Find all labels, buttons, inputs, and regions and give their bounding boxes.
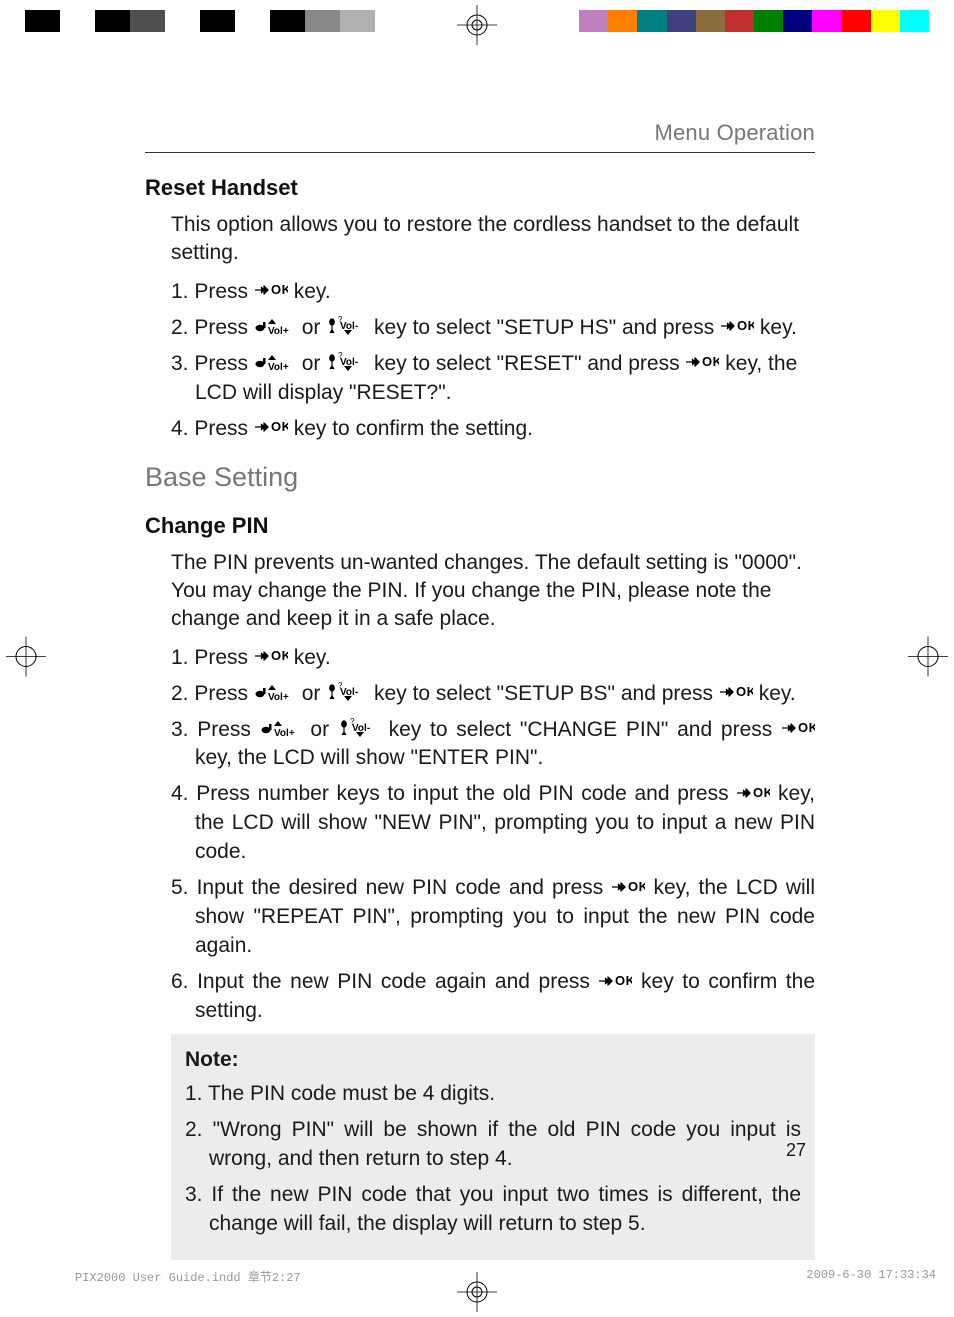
ok-key-icon: OK: [254, 280, 288, 300]
svg-text:OK: OK: [628, 879, 645, 894]
note-box: Note: 1. The PIN code must be 4 digits. 2…: [171, 1034, 815, 1260]
section-change-pin: The PIN prevents un-wanted changes. The …: [145, 549, 815, 1261]
svg-text:OK: OK: [736, 684, 753, 699]
note-item: 2. "Wrong PIN" will be shown if the old …: [185, 1116, 801, 1174]
svg-text:OK: OK: [271, 648, 288, 663]
step-item: 3. Press Vol+ or ?Vol- key to select "RE…: [171, 350, 815, 408]
svg-text:OK: OK: [271, 419, 288, 434]
crop-marks-top: [0, 10, 954, 40]
color-swatch: [783, 10, 812, 32]
color-bar-right: [579, 10, 929, 32]
note-item: 1. The PIN code must be 4 digits.: [185, 1080, 801, 1109]
color-swatch: [637, 10, 666, 32]
ok-key-icon: OK: [736, 783, 770, 803]
step-item: 2. Press Vol+ or ?Vol- key to select "SE…: [171, 314, 815, 343]
color-swatch: [130, 10, 165, 32]
svg-text:OK: OK: [615, 973, 632, 988]
step-item: 1. Press OK key.: [171, 644, 815, 673]
color-swatch: [812, 10, 841, 32]
ok-key-icon: OK: [781, 718, 815, 738]
color-swatch: [725, 10, 754, 32]
intro-reset-handset: This option allows you to restore the co…: [171, 211, 815, 268]
svg-text:OK: OK: [702, 354, 719, 369]
ok-key-icon: OK: [611, 877, 645, 897]
vol-down-key-icon: ?Vol-: [326, 682, 368, 702]
ok-key-icon: OK: [254, 417, 288, 437]
step-item: 1. Press OK key.: [171, 278, 815, 307]
step-item: 2. Press Vol+ or ?Vol- key to select "SE…: [171, 680, 815, 709]
svg-text:Vol+: Vol+: [268, 326, 289, 336]
step-item: 4. Press number keys to input the old PI…: [171, 780, 815, 867]
note-items: 1. The PIN code must be 4 digits. 2. "Wro…: [185, 1080, 801, 1239]
note-item: 3. If the new PIN code that you input tw…: [185, 1181, 801, 1239]
color-swatch: [165, 10, 200, 32]
color-swatch: [608, 10, 637, 32]
color-swatch: [754, 10, 783, 32]
steps-change-pin: 1. Press OK key. 2. Press Vol+ or ?Vol- k…: [171, 644, 815, 1027]
color-swatch: [579, 10, 608, 32]
color-swatch: [842, 10, 871, 32]
svg-text:OK: OK: [737, 318, 754, 333]
vol-down-key-icon: ?Vol-: [326, 352, 368, 372]
color-bar-left: [25, 10, 375, 32]
color-swatch: [871, 10, 900, 32]
page-header: Menu Operation: [145, 120, 815, 153]
ok-key-icon: OK: [720, 316, 754, 336]
color-swatch: [900, 10, 929, 32]
registration-mark-icon: [457, 5, 497, 45]
step-item: 5. Input the desired new PIN code and pr…: [171, 874, 815, 961]
color-swatch: [200, 10, 235, 32]
step-item: 4. Press OK key to confirm the setting.: [171, 415, 815, 444]
registration-mark-left-icon: [6, 636, 46, 681]
ok-key-icon: OK: [598, 971, 632, 991]
svg-text:OK: OK: [271, 282, 288, 297]
heading-reset-handset: Reset Handset: [145, 175, 815, 201]
ok-key-icon: OK: [685, 352, 719, 372]
color-swatch: [235, 10, 270, 32]
registration-mark-right-icon: [908, 636, 948, 681]
color-swatch: [305, 10, 340, 32]
color-swatch: [95, 10, 130, 32]
color-swatch: [270, 10, 305, 32]
svg-text:Vol+: Vol+: [268, 362, 289, 372]
svg-text:OK: OK: [798, 720, 815, 735]
footer-left: PIX2000 User Guide.indd 章节2:27: [75, 1268, 301, 1285]
color-swatch: [667, 10, 696, 32]
heading-base-setting: Base Setting: [145, 462, 815, 493]
intro-change-pin: The PIN prevents un-wanted changes. The …: [171, 549, 815, 634]
footer-meta: PIX2000 User Guide.indd 章节2:27 2009-6-30…: [75, 1268, 936, 1285]
note-title: Note:: [185, 1048, 801, 1072]
vol-up-key-icon: Vol+: [254, 682, 296, 702]
svg-text:Vol+: Vol+: [274, 728, 295, 738]
color-swatch: [696, 10, 725, 32]
vol-up-key-icon: Vol+: [260, 718, 302, 738]
step-item: 3. Press Vol+ or ?Vol- key to select "CH…: [171, 716, 815, 774]
vol-up-key-icon: Vol+: [254, 352, 296, 372]
step-item: 6. Input the new PIN code again and pres…: [171, 968, 815, 1026]
vol-up-key-icon: Vol+: [254, 316, 296, 336]
page-content: Menu Operation Reset Handset This option…: [145, 120, 815, 1260]
svg-text:Vol+: Vol+: [268, 692, 289, 702]
page-number: 27: [786, 1140, 806, 1161]
color-swatch: [25, 10, 60, 32]
vol-down-key-icon: ?Vol-: [326, 316, 368, 336]
footer-right: 2009-6-30 17:33:34: [806, 1268, 936, 1285]
page-header-title: Menu Operation: [654, 120, 815, 145]
ok-key-icon: OK: [719, 682, 753, 702]
svg-text:OK: OK: [753, 785, 770, 800]
steps-reset-handset: 1. Press OK key. 2. Press Vol+ or ?Vol- k…: [171, 278, 815, 444]
section-reset-handset: This option allows you to restore the co…: [145, 211, 815, 444]
ok-key-icon: OK: [254, 646, 288, 666]
color-swatch: [60, 10, 95, 32]
color-swatch: [340, 10, 375, 32]
vol-down-key-icon: ?Vol-: [338, 718, 380, 738]
heading-change-pin: Change PIN: [145, 513, 815, 539]
